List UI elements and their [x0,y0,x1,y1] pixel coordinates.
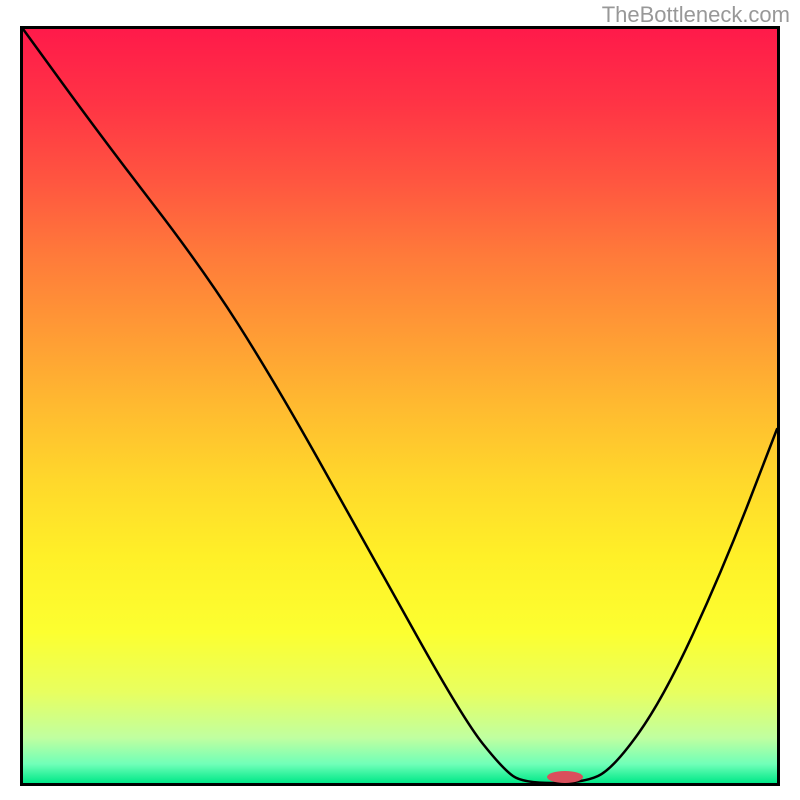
optimal-marker [547,771,583,783]
plot-frame [20,26,780,786]
watermark-label: TheBottleneck.com [602,2,790,28]
bottleneck-curve [23,29,777,783]
curve-layer [23,29,777,783]
chart-container: TheBottleneck.com [0,0,800,800]
